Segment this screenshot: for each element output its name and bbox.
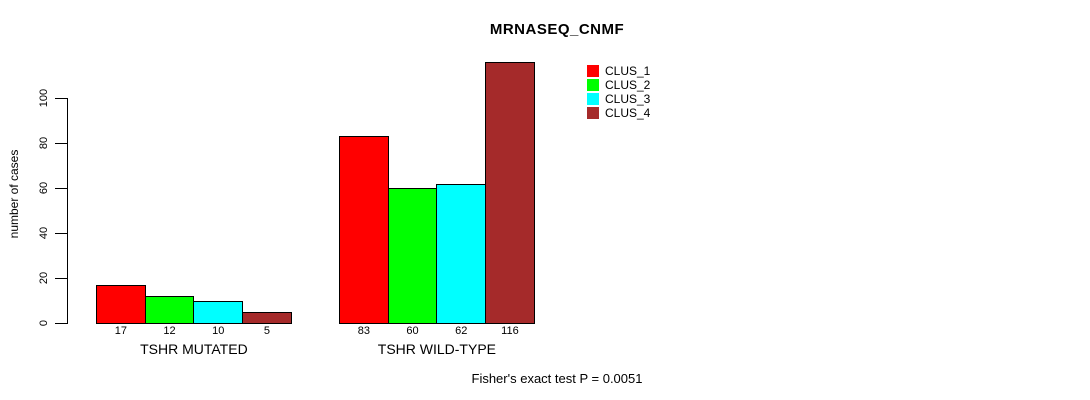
y-tick-label: 20 — [38, 271, 50, 285]
bar-value-clus-1-tshr-mutated: 17 — [114, 325, 127, 337]
y-tick-label: 0 — [38, 319, 50, 327]
y-tick — [55, 278, 67, 279]
bar-clus-3-tshr-wild-type — [436, 183, 487, 324]
bar-clus-2-tshr-mutated — [144, 296, 195, 324]
x-category-label-tshr-mutated: TSHR MUTATED — [140, 341, 248, 357]
y-tick — [55, 98, 67, 99]
bar-value-clus-4-tshr-mutated: 5 — [263, 325, 270, 337]
y-axis-title: number of cases — [7, 149, 21, 239]
legend-label-clus-1: CLUS_1 — [605, 63, 651, 78]
bar-value-clus-3-tshr-mutated: 10 — [212, 325, 225, 337]
y-tick — [55, 323, 67, 324]
legend-swatch-clus-3 — [587, 93, 599, 105]
bar-clus-1-tshr-mutated — [96, 284, 146, 324]
y-axis-line — [67, 98, 68, 324]
legend-label-clus-3: CLUS_3 — [605, 91, 651, 106]
bar-clus-4-tshr-mutated — [242, 311, 292, 324]
y-tick-label: 80 — [38, 136, 50, 150]
y-tick-label: 60 — [38, 181, 50, 195]
bar-value-clus-2-tshr-mutated: 12 — [163, 325, 176, 337]
legend-label-clus-2: CLUS_2 — [605, 77, 651, 92]
bar-clus-3-tshr-mutated — [193, 300, 244, 324]
y-tick — [55, 188, 67, 189]
caption-fisher-test: Fisher's exact test P = 0.0051 — [471, 371, 643, 386]
y-tick — [55, 143, 67, 144]
legend-label-clus-4: CLUS_4 — [605, 105, 651, 120]
bar-clus-1-tshr-wild-type — [339, 136, 389, 324]
bar-value-clus-2-tshr-wild-type: 60 — [406, 325, 419, 337]
chart-title: MRNASEQ_CNMF — [489, 21, 625, 38]
bar-clus-4-tshr-wild-type — [485, 62, 535, 324]
x-category-label-tshr-wild-type: TSHR WILD-TYPE — [377, 341, 496, 357]
legend-swatch-clus-2 — [587, 79, 599, 91]
legend-swatch-clus-1 — [587, 65, 599, 77]
bar-clus-2-tshr-wild-type — [387, 188, 438, 324]
bar-value-clus-4-tshr-wild-type: 116 — [501, 325, 519, 337]
y-tick-label: 100 — [38, 88, 50, 108]
bar-value-clus-1-tshr-wild-type: 83 — [357, 325, 370, 337]
legend-swatch-clus-4 — [587, 107, 599, 119]
y-tick-label: 40 — [38, 226, 50, 240]
bar-value-clus-3-tshr-wild-type: 62 — [455, 325, 468, 337]
y-tick — [55, 233, 67, 234]
